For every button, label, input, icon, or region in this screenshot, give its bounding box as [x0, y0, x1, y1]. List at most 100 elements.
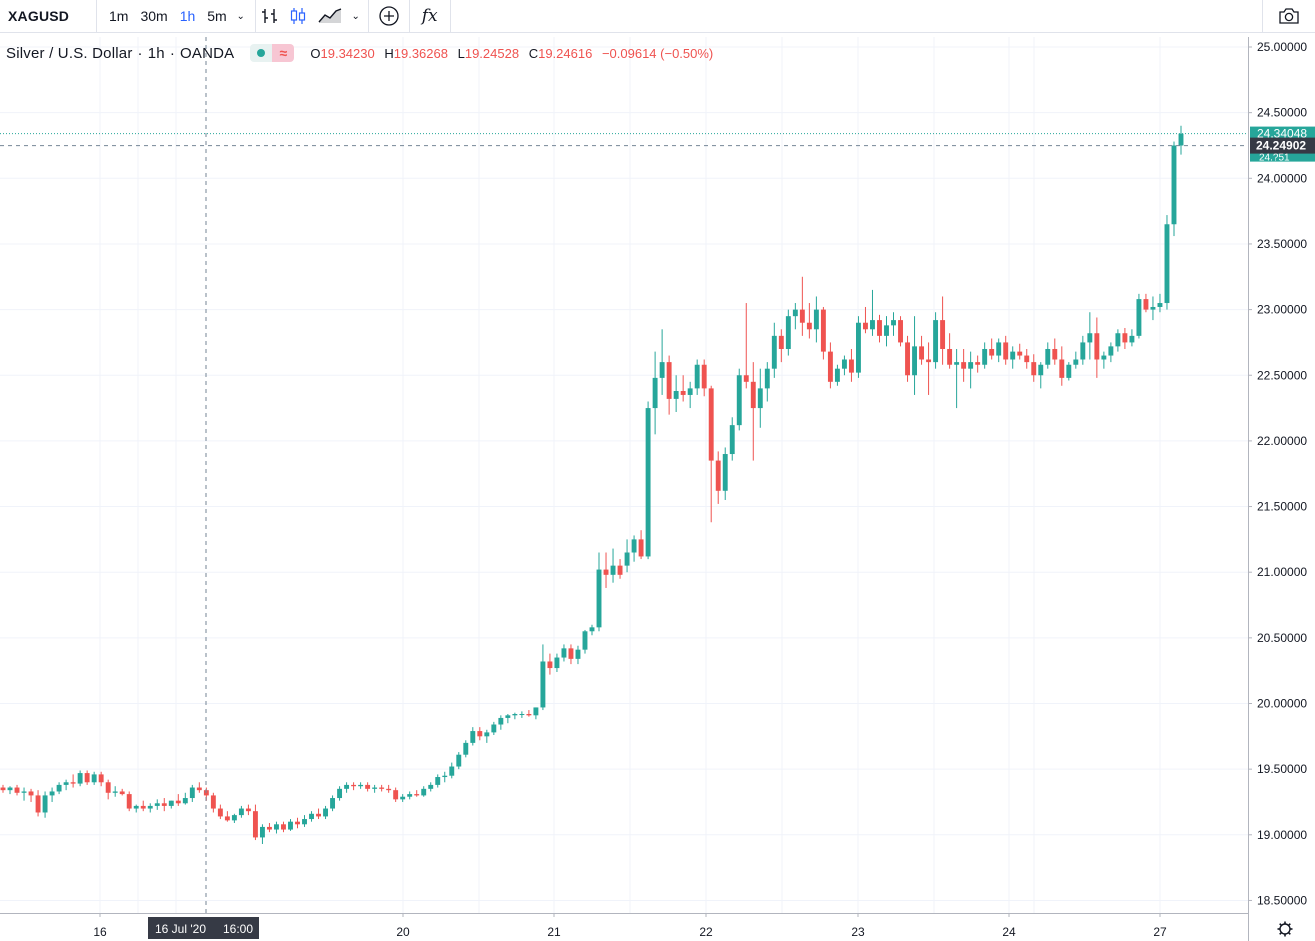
settings-gear-icon[interactable]	[1277, 921, 1293, 937]
price-axis[interactable]	[1248, 37, 1315, 913]
candle-body	[701, 364, 707, 389]
candle-body	[386, 788, 392, 791]
interval-30m[interactable]: 30m	[140, 8, 168, 24]
candle-body	[687, 388, 693, 395]
candle-body	[245, 808, 251, 812]
candle-body	[231, 815, 237, 821]
candle-body	[274, 824, 279, 830]
legend-symbol-title[interactable]: Silver / U.S. Dollar · 1h · OANDA	[6, 44, 235, 62]
candle-body	[252, 811, 258, 838]
candle-body	[813, 309, 819, 330]
candle-body	[652, 377, 658, 409]
candle-body	[498, 717, 504, 725]
candle-body	[147, 805, 153, 809]
candle-body	[133, 805, 139, 809]
candle-body	[210, 795, 216, 809]
candle-body	[954, 362, 960, 365]
legend-interval: 1h	[147, 44, 165, 62]
candle-body	[568, 648, 574, 659]
time-tick-label: 22	[699, 925, 713, 939]
price-tick-label: 20.50000	[1257, 631, 1307, 645]
candle-body	[785, 316, 791, 349]
candle-body	[435, 777, 441, 785]
high-value: 19.36268	[393, 45, 448, 61]
candle-body	[898, 320, 903, 343]
interval-chevron-down-icon[interactable]: ⌄	[236, 10, 245, 22]
candle-body	[351, 784, 357, 787]
candle-body	[330, 798, 336, 809]
candle-body	[49, 791, 55, 796]
time-tick-label: 27	[1153, 925, 1167, 939]
price-tick-label: 21.00000	[1257, 565, 1307, 579]
candle-body	[575, 649, 581, 659]
candle-body	[407, 794, 413, 797]
candle-body	[631, 539, 637, 553]
candle-body	[421, 788, 427, 796]
compare-add-icon[interactable]	[369, 0, 409, 32]
candle-body	[673, 391, 679, 399]
candle-body	[877, 320, 882, 336]
candle-body	[28, 791, 34, 796]
candle-body	[217, 808, 223, 817]
candle-body	[680, 391, 686, 395]
candle-body	[337, 788, 343, 799]
candle-body	[547, 661, 553, 669]
candle-body	[603, 569, 609, 575]
candle-body	[63, 782, 69, 785]
close-value: 19.24616	[538, 45, 593, 61]
candle-body	[70, 782, 76, 784]
chart-style-chevron-down-icon[interactable]: ⌄	[351, 10, 360, 22]
candle-body	[582, 631, 588, 650]
candle-body	[1080, 342, 1086, 360]
crosshair-date-label: 16 Jul '20	[155, 922, 206, 936]
candle-body	[919, 346, 925, 360]
indicators-fx-icon[interactable]: fx	[421, 6, 438, 26]
time-tick-label: 24	[1002, 925, 1016, 939]
candle-body	[1157, 303, 1163, 307]
candle-style-icon[interactable]	[284, 0, 312, 32]
candle-body	[610, 565, 616, 575]
price-tick-label: 24.50000	[1257, 106, 1307, 120]
market-open-dot-icon[interactable]	[250, 44, 273, 62]
candle-body	[968, 362, 974, 369]
bar-style-icon[interactable]	[256, 0, 284, 32]
candle-body	[589, 627, 595, 632]
candle-body	[533, 707, 539, 716]
toolbar-divider	[367, 0, 369, 32]
candle-body	[638, 539, 644, 557]
last-price-label: 24.34048	[1257, 127, 1307, 141]
interval-1h[interactable]: 1h	[179, 8, 196, 24]
candle-body	[891, 320, 896, 326]
interval-1m[interactable]: 1m	[109, 8, 129, 24]
candle-body	[771, 335, 777, 369]
time-tick-label: 21	[547, 925, 561, 939]
candle-body	[905, 342, 910, 376]
candle-body	[870, 320, 875, 330]
candle-body	[736, 375, 742, 426]
candle-body	[196, 787, 202, 791]
candle-body	[834, 368, 840, 382]
candle-body	[989, 348, 995, 356]
price-tick-label: 22.50000	[1257, 368, 1307, 382]
candle-body	[1122, 333, 1128, 343]
candle-body	[1045, 348, 1051, 365]
market-status-pills[interactable]: ≈	[250, 44, 295, 62]
camera-icon[interactable]	[1262, 0, 1315, 32]
interval-5m[interactable]: 5m	[207, 8, 227, 24]
candle-body	[400, 796, 406, 800]
candle-body	[484, 732, 490, 737]
toolbar-divider	[254, 0, 256, 32]
candle-body	[91, 774, 97, 783]
symbol-search[interactable]: XAGUSD	[8, 8, 70, 24]
candle-body	[428, 784, 434, 789]
candle-body	[302, 819, 307, 825]
area-style-icon[interactable]	[312, 0, 348, 32]
candle-body	[526, 714, 532, 716]
candle-body	[1150, 306, 1156, 310]
candle-body	[1024, 355, 1030, 363]
candle-body	[175, 800, 181, 804]
data-approx-icon[interactable]: ≈	[272, 44, 295, 62]
candle-body	[540, 661, 546, 708]
candle-body	[414, 794, 420, 796]
